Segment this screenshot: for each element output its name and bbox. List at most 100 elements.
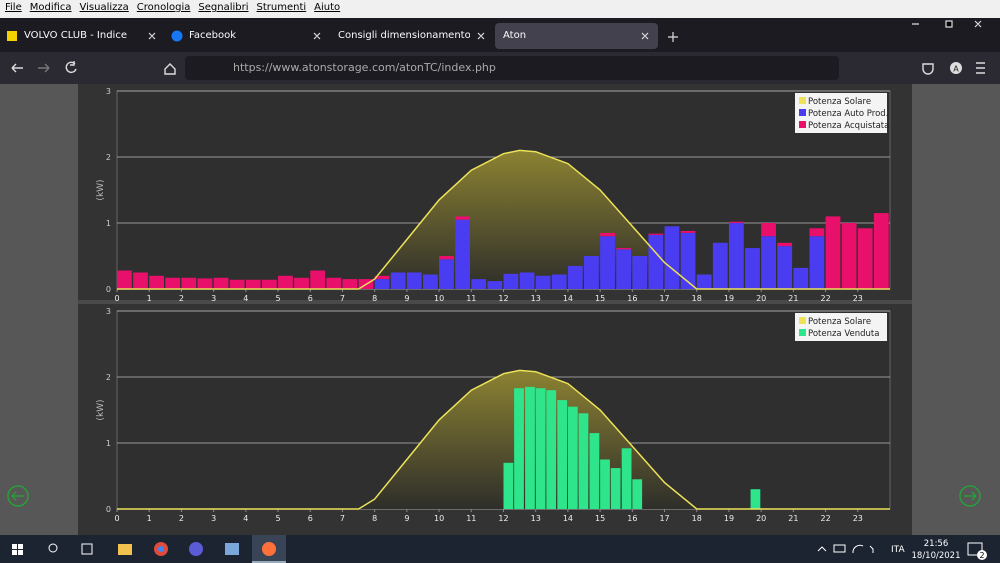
bar bbox=[857, 228, 873, 289]
bar bbox=[664, 226, 680, 289]
x-tick-label: 20 bbox=[756, 294, 766, 303]
bar bbox=[326, 277, 342, 289]
bar bbox=[761, 236, 776, 289]
x-tick-label: 11 bbox=[466, 514, 476, 523]
reload-button[interactable] bbox=[65, 61, 77, 74]
tor[interactable] bbox=[189, 542, 203, 556]
profile-avatar[interactable] bbox=[950, 62, 962, 74]
menu-item[interactable]: Modifica bbox=[29, 2, 72, 13]
toolbar: A https://www.atonstorage.com/atonTC/ind… bbox=[0, 52, 1000, 84]
next-day-button[interactable] bbox=[959, 485, 981, 507]
menu-item[interactable]: Segnalibri bbox=[198, 2, 249, 13]
x-tick-label: 23 bbox=[853, 294, 863, 303]
bar bbox=[117, 270, 132, 289]
forward-button[interactable] bbox=[38, 63, 50, 73]
tab[interactable]: Aton bbox=[495, 23, 658, 49]
tab[interactable]: Facebook bbox=[165, 23, 330, 49]
bar bbox=[165, 277, 181, 289]
tab-title: Consigli dimensionamento fotovolt bbox=[338, 30, 470, 41]
input-language[interactable]: ITA bbox=[891, 545, 905, 555]
x-tick-label: 17 bbox=[659, 294, 669, 303]
url-text: https://www.atonstorage.com/atonTC/index… bbox=[233, 61, 496, 74]
bar bbox=[261, 279, 277, 289]
tab-bar: VOLVO CLUB - Indice Facebook Consigli di… bbox=[0, 18, 1000, 52]
x-tick-label: 23 bbox=[853, 514, 863, 523]
bar bbox=[648, 233, 664, 235]
tab[interactable]: VOLVO CLUB - Indice bbox=[0, 23, 165, 49]
bar bbox=[422, 274, 438, 289]
window-controls[interactable] bbox=[912, 20, 982, 28]
bar bbox=[750, 489, 761, 509]
prev-day-button[interactable] bbox=[7, 485, 29, 507]
pocket[interactable] bbox=[922, 63, 934, 75]
task-view[interactable] bbox=[81, 543, 93, 555]
firefox[interactable] bbox=[262, 542, 276, 556]
bar bbox=[745, 248, 760, 289]
menu-item[interactable]: File bbox=[5, 2, 22, 13]
solar-area bbox=[117, 370, 890, 509]
x-tick-label: 16 bbox=[627, 294, 637, 303]
bar bbox=[342, 279, 358, 289]
x-tick-label: 11 bbox=[466, 294, 476, 303]
bar bbox=[873, 213, 889, 289]
home-button[interactable] bbox=[164, 63, 176, 75]
bar bbox=[181, 277, 197, 289]
x-tick-label: 19 bbox=[724, 294, 734, 303]
bar bbox=[546, 390, 557, 509]
bar bbox=[825, 216, 841, 289]
app[interactable] bbox=[225, 543, 239, 555]
bar bbox=[728, 223, 744, 289]
bar bbox=[229, 279, 245, 289]
bar bbox=[535, 275, 551, 289]
legend bbox=[795, 313, 887, 341]
bar bbox=[712, 242, 728, 289]
bar bbox=[245, 279, 261, 289]
x-tick-label: 13 bbox=[531, 294, 541, 303]
explorer[interactable] bbox=[118, 544, 132, 555]
bar bbox=[551, 274, 567, 289]
bar bbox=[648, 234, 664, 289]
notification-center[interactable] bbox=[967, 542, 983, 556]
menu-item[interactable]: Visualizza bbox=[79, 2, 129, 13]
bar bbox=[777, 242, 793, 247]
menu-item[interactable]: Cronologia bbox=[136, 2, 191, 13]
bar bbox=[680, 232, 696, 289]
x-tick-label: 3 bbox=[211, 294, 216, 303]
bar bbox=[610, 468, 621, 509]
bar bbox=[374, 279, 390, 289]
bar bbox=[149, 275, 165, 289]
x-tick-label: 1 bbox=[147, 294, 152, 303]
x-tick-label: 3 bbox=[211, 514, 216, 523]
start-button[interactable] bbox=[12, 544, 23, 555]
solar-line bbox=[117, 369, 890, 510]
url-bar[interactable]: https://www.atonstorage.com/atonTC/index… bbox=[185, 56, 839, 80]
bar bbox=[455, 216, 471, 220]
x-tick-label: 9 bbox=[404, 514, 409, 523]
bar bbox=[310, 270, 326, 289]
x-tick-label: 8 bbox=[372, 514, 377, 523]
bar bbox=[777, 246, 793, 289]
x-tick-label: 14 bbox=[563, 294, 573, 303]
x-tick-label: 22 bbox=[820, 294, 830, 303]
taskbar: ITA 21:56 18/10/2021 2 bbox=[0, 535, 1000, 563]
bar bbox=[133, 272, 148, 289]
x-tick-label: 7 bbox=[340, 294, 345, 303]
bar bbox=[294, 277, 309, 289]
bar bbox=[728, 221, 744, 223]
y-axis-label: (kW) bbox=[96, 399, 106, 420]
bar bbox=[578, 413, 589, 509]
tab[interactable]: Consigli dimensionamento fotovolt bbox=[330, 23, 470, 49]
bar bbox=[557, 400, 568, 509]
tab-title: Aton bbox=[503, 30, 527, 41]
menu-item[interactable]: Strumenti bbox=[256, 2, 307, 13]
bar bbox=[374, 275, 390, 280]
notification-count: 2 bbox=[979, 551, 984, 560]
menu-button[interactable] bbox=[976, 62, 985, 74]
menu-item[interactable]: Aiuto bbox=[314, 2, 341, 13]
back-button[interactable] bbox=[11, 63, 23, 73]
x-tick-label: 10 bbox=[434, 514, 444, 523]
bar bbox=[600, 232, 615, 237]
bar bbox=[278, 275, 293, 289]
search[interactable] bbox=[48, 543, 58, 553]
x-tick-label: 22 bbox=[820, 514, 830, 523]
